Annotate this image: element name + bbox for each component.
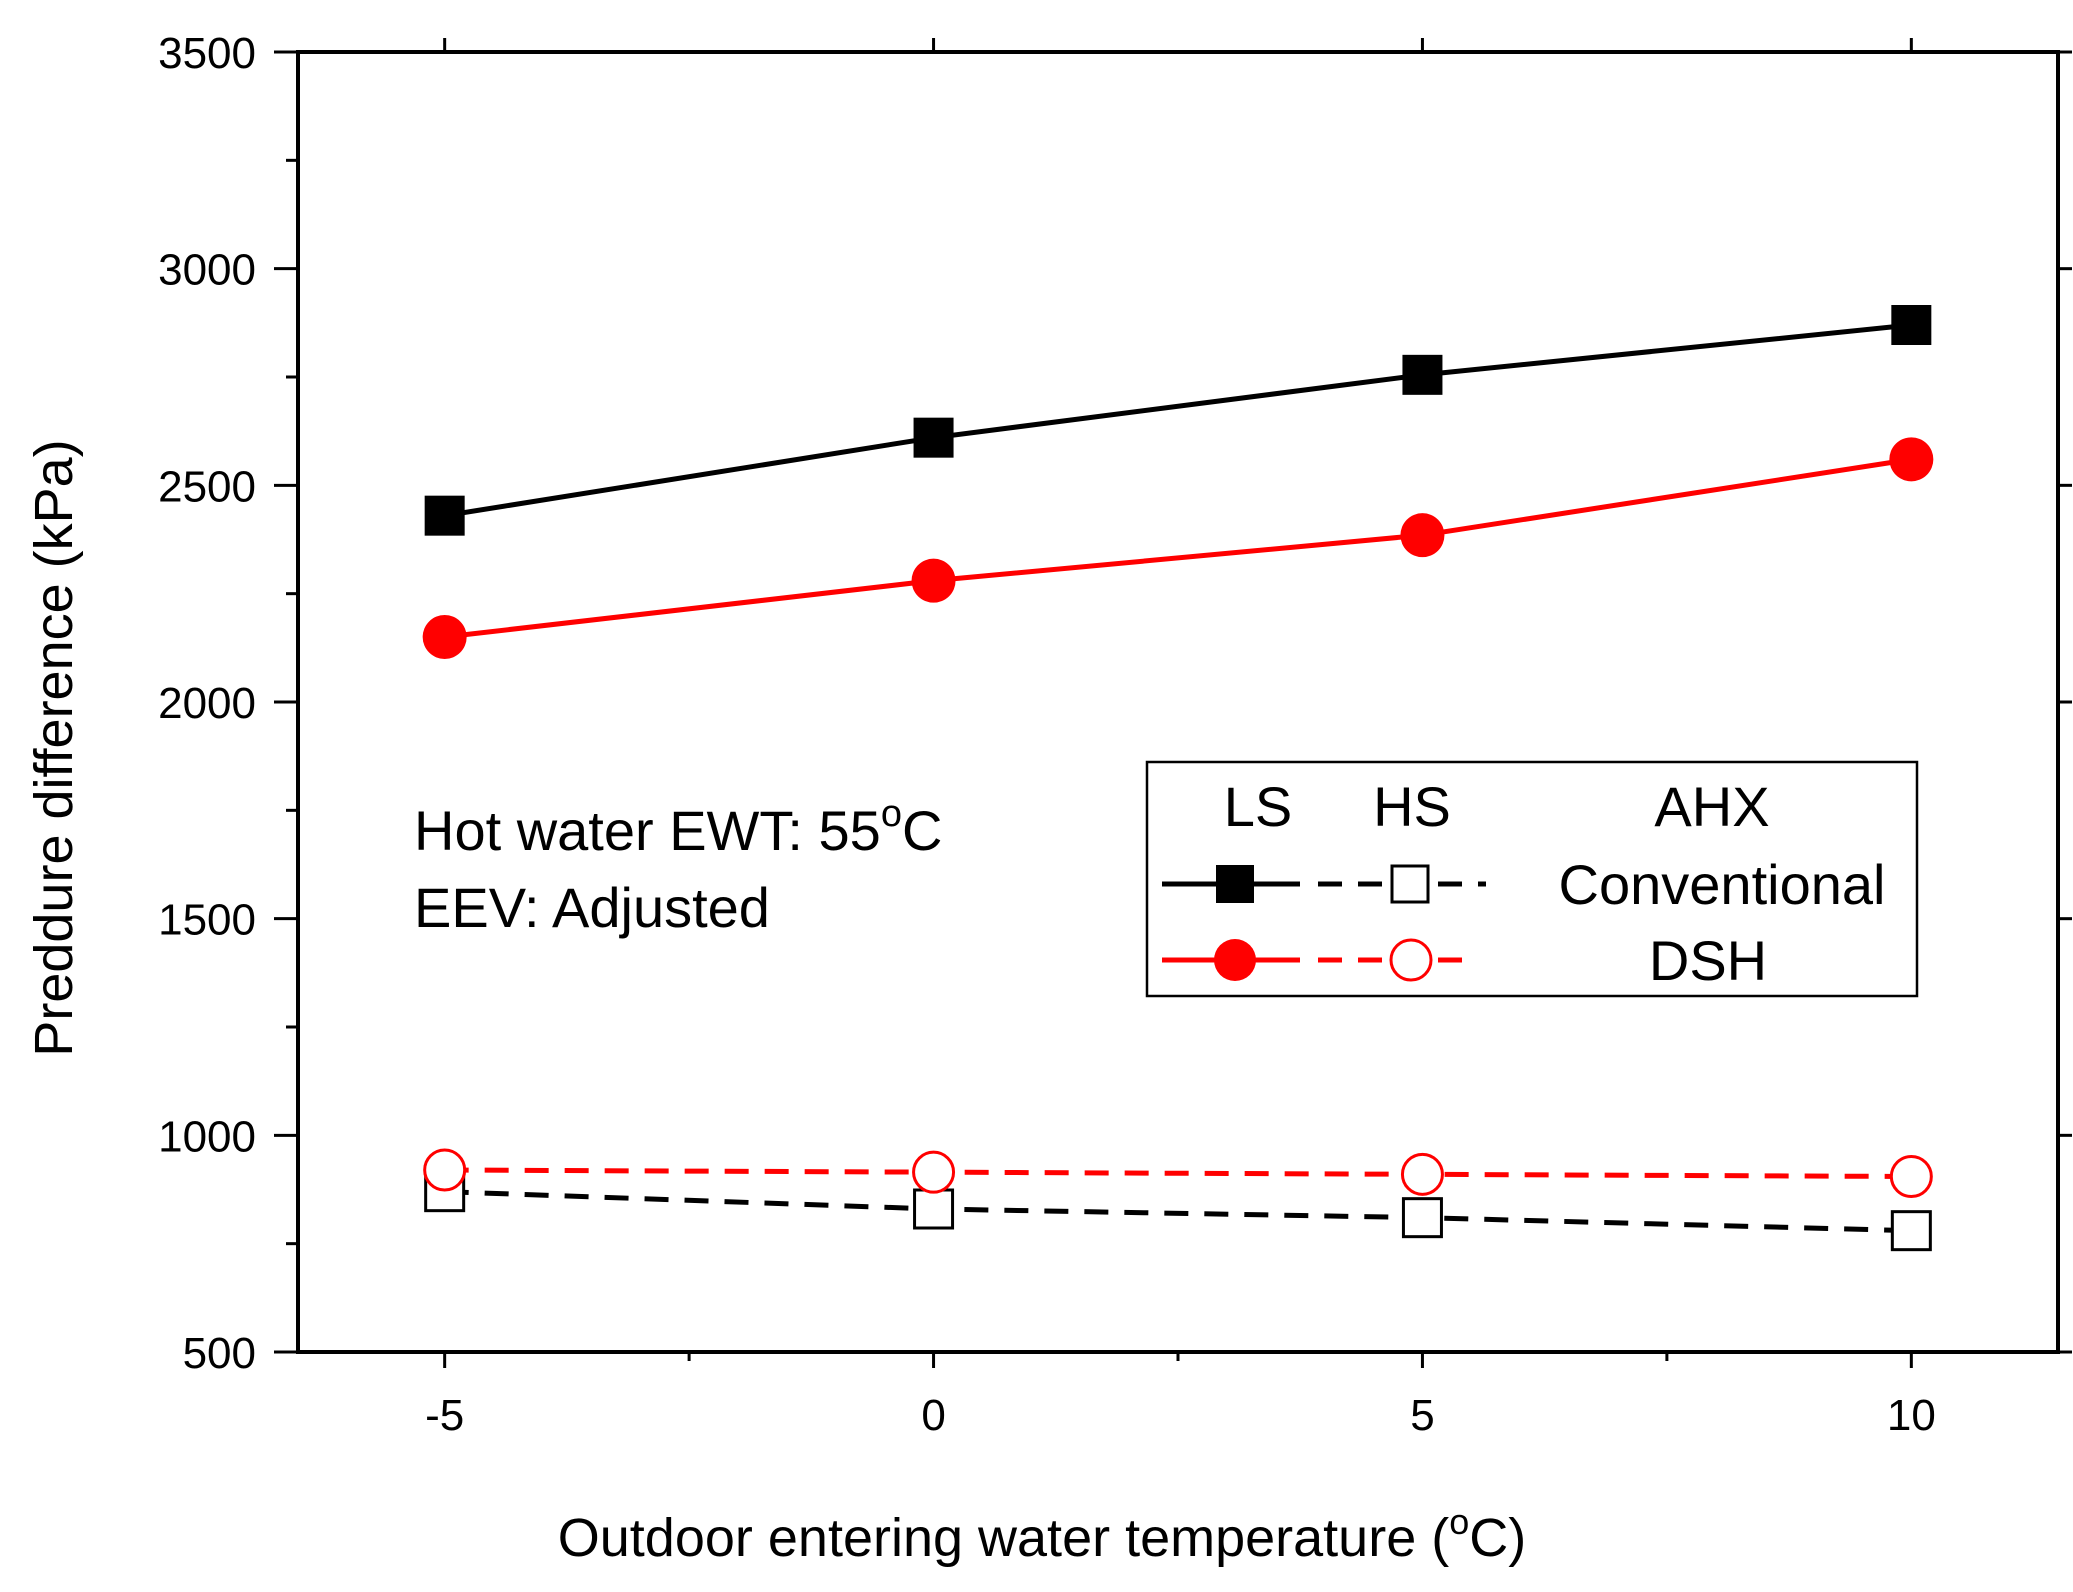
legend-label-dsh: DSH	[1649, 929, 1767, 992]
data-point	[1891, 305, 1932, 345]
series-layer	[422, 305, 1934, 1252]
series-line	[444, 456, 1912, 640]
data-point	[1889, 1155, 1933, 1198]
annotation-line-2: EEV: Adjusted	[414, 876, 770, 939]
series-line	[444, 1189, 1912, 1234]
series-dsh-ls	[422, 437, 1934, 659]
data-point	[911, 558, 956, 603]
y-tick-label: 1000	[158, 1112, 256, 1161]
series-line	[444, 1167, 1912, 1179]
legend-dsh-ls-marker	[1214, 939, 1256, 981]
legend-dsh-hs-marker	[1389, 938, 1433, 982]
x-axis-title: Outdoor entering water temperature (oC)	[558, 1501, 1526, 1568]
data-point	[422, 615, 467, 659]
series-dsh-hs	[423, 1148, 1933, 1198]
y-axis-title: Preddure difference (kPa)	[24, 439, 84, 1056]
series-line	[444, 322, 1912, 519]
data-point	[913, 1188, 955, 1230]
y-tick-label: 2000	[158, 679, 256, 728]
y-tick-label: 500	[183, 1329, 256, 1378]
annotation-line-1: Hot water EWT: 55oC	[414, 793, 942, 862]
y-tick-label: 2500	[158, 462, 256, 511]
x-tick-label: -5	[425, 1391, 464, 1440]
x-tick-label: 0	[921, 1391, 945, 1440]
legend-conventional-hs-marker	[1390, 864, 1430, 904]
y-tick-label: 3000	[158, 246, 256, 295]
x-tick-label: 10	[1887, 1391, 1936, 1440]
data-point	[424, 495, 465, 536]
y-tick-label: 3500	[158, 29, 256, 78]
data-point	[1401, 1197, 1443, 1239]
series-conventional-ls	[424, 305, 1932, 536]
data-point	[913, 417, 954, 458]
data-point	[1400, 513, 1445, 558]
legend-header-hs: HS	[1373, 775, 1451, 838]
legend-box	[1145, 760, 1919, 998]
y-tick-label: 1500	[158, 896, 256, 945]
data-point	[1889, 437, 1934, 482]
y-axis: 500 1000 1500 2000 2500 3000 3500	[158, 29, 2072, 1378]
x-axis: -5 0 5 10	[425, 38, 1936, 1440]
legend: LS HS AHX Conventional DSH	[1145, 760, 1919, 998]
legend-label-conventional: Conventional	[1559, 853, 1886, 916]
data-point	[1402, 354, 1443, 395]
legend-header-ahx: AHX	[1654, 775, 1769, 838]
data-point	[912, 1150, 956, 1194]
data-point	[423, 1148, 467, 1192]
data-point	[1400, 1152, 1444, 1196]
legend-conventional-ls-marker	[1216, 865, 1254, 903]
data-point	[1890, 1210, 1932, 1252]
condition-annotation: Hot water EWT: 55oC EEV: Adjusted	[414, 793, 942, 939]
legend-header-ls: LS	[1224, 775, 1293, 838]
x-tick-label: 5	[1410, 1391, 1434, 1440]
